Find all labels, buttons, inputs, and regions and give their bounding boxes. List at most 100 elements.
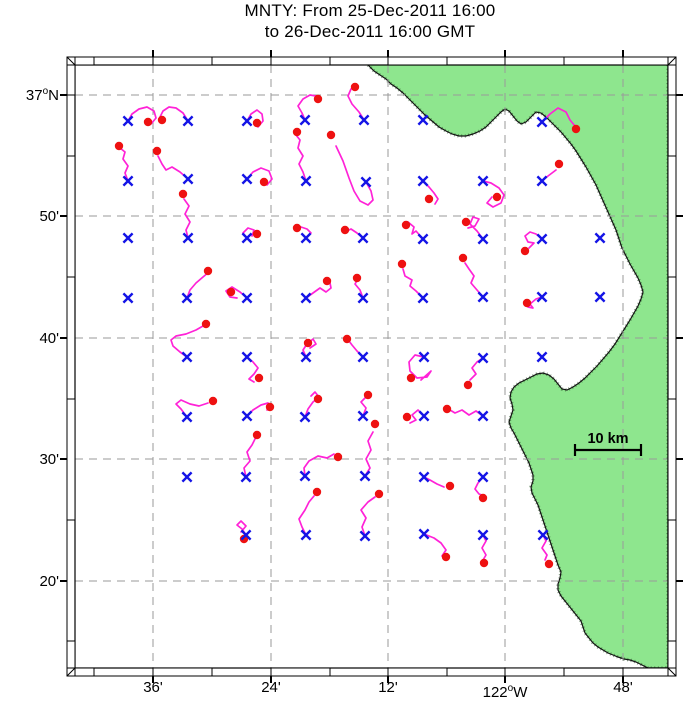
drifter-end-dot	[226, 287, 236, 297]
drifter-trajectory	[170, 325, 204, 358]
drifter-end-dot	[143, 117, 153, 127]
drifter-end-dot	[441, 552, 451, 562]
drifter-trajectory	[127, 106, 157, 125]
frame-segment-right	[667, 155, 677, 278]
drifter-trajectory	[481, 534, 487, 561]
grid-x-marker	[477, 352, 489, 364]
grid-x-marker	[241, 232, 253, 244]
drifter-end-dot	[313, 94, 323, 104]
drifter-end-dot	[478, 493, 488, 503]
grid-x-marker	[357, 410, 369, 422]
grid-x-marker	[299, 470, 311, 482]
drifter-trajectory	[464, 262, 484, 298]
drifter-end-dot	[239, 534, 249, 544]
grid-x-marker	[360, 176, 372, 188]
grid-x-marker	[240, 529, 252, 541]
map-frame-inner	[74, 64, 669, 669]
drifter-trajectory	[407, 221, 424, 240]
longitude-label: 48'	[613, 679, 633, 696]
drifter-end-dot	[352, 273, 362, 283]
drifter-trajectory	[402, 268, 424, 299]
drifter-end-dot	[406, 373, 416, 383]
drifter-end-dot	[312, 487, 322, 497]
drifter-end-dot	[333, 452, 343, 462]
drifter-end-dot	[340, 225, 350, 235]
grid-x-marker	[477, 291, 489, 303]
grid-x-marker	[417, 233, 429, 245]
drifter-trajectory	[449, 409, 484, 417]
grid-x-marker	[417, 175, 429, 187]
frame-segment-top	[504, 56, 565, 66]
drifter-end-dot	[252, 229, 262, 239]
frame-segment-top	[387, 56, 448, 66]
drifter-end-dot	[445, 481, 455, 491]
frame-segment-top	[152, 56, 213, 66]
grid-x-marker	[536, 291, 548, 303]
drifter-trajectory	[183, 198, 191, 239]
grid-x-marker	[300, 232, 312, 244]
frame-segment-bottom	[74, 667, 95, 677]
drifter-end-dot	[554, 159, 564, 169]
figure-title-line2: to 26-Dec-2011 16:00 GMT	[264, 22, 476, 41]
grid-x-marker	[181, 471, 193, 483]
land-polygon	[368, 65, 668, 668]
drifter-end-dot	[254, 373, 264, 383]
figure-title: MNTY: From 25-Dec-2011 16:00 to 26-Dec-2…	[70, 0, 670, 42]
drifter-end-dot	[252, 118, 262, 128]
drifter-end-dot	[157, 115, 167, 125]
longitude-label: 36'	[143, 679, 163, 696]
drifter-end-dot	[292, 127, 302, 137]
grid-x-marker	[417, 114, 429, 126]
drifter-trajectory	[360, 496, 376, 537]
grid-x-marker	[537, 529, 549, 541]
drifter-trajectory	[119, 147, 129, 182]
grid-x-marker	[358, 114, 370, 126]
drifter-trajectory	[541, 534, 548, 561]
frame-segment-bottom	[152, 667, 213, 677]
frame-segment-top	[622, 56, 669, 66]
grid-x-marker	[181, 411, 193, 423]
drifter-end-dot	[402, 412, 412, 422]
grid-x-marker	[357, 292, 369, 304]
frame-segment-bottom	[504, 667, 565, 677]
drifter-trajectory	[423, 533, 447, 557]
longitude-label: 12'	[378, 679, 398, 696]
drifter-end-dot	[442, 404, 452, 414]
grid-x-marker	[300, 292, 312, 304]
grid-x-marker	[536, 351, 548, 363]
drifter-trajectory	[297, 94, 317, 121]
frame-corner-join	[667, 667, 677, 677]
grid-x-marker	[477, 471, 489, 483]
figure-title-line1: MNTY: From 25-Dec-2011 16:00	[244, 1, 496, 20]
grid-x-marker	[536, 233, 548, 245]
grid-x-marker	[536, 116, 548, 128]
frame-segment-bottom	[622, 667, 669, 677]
grid-x-marker	[181, 292, 193, 304]
grid-x-marker	[300, 529, 312, 541]
grid-x-marker	[122, 175, 134, 187]
frame-segment-right	[667, 64, 677, 96]
latitude-label: 50'	[39, 208, 59, 225]
grid-x-marker	[182, 232, 194, 244]
drifter-end-dot	[479, 558, 489, 568]
grid-x-marker	[241, 351, 253, 363]
drifter-trajectory	[157, 155, 189, 180]
grid-x-marker	[594, 232, 606, 244]
drifter-trajectory	[246, 167, 273, 186]
drifter-end-dot	[350, 82, 360, 92]
grid-x-marker	[299, 114, 311, 126]
drifter-end-dot	[303, 338, 313, 348]
grid-x-marker	[477, 410, 489, 422]
grid-x-marker	[299, 411, 311, 423]
frame-segment-left	[66, 64, 76, 96]
longitude-label: 122oW	[483, 683, 529, 701]
frame-segment-right	[667, 398, 677, 521]
grid-x-marker	[241, 410, 253, 422]
map-frame-outer	[66, 56, 677, 677]
drifter-trajectory	[541, 107, 576, 127]
drifter-end-dot	[322, 276, 332, 286]
grid-x-marker	[182, 173, 194, 185]
drifter-end-dot	[292, 223, 302, 233]
